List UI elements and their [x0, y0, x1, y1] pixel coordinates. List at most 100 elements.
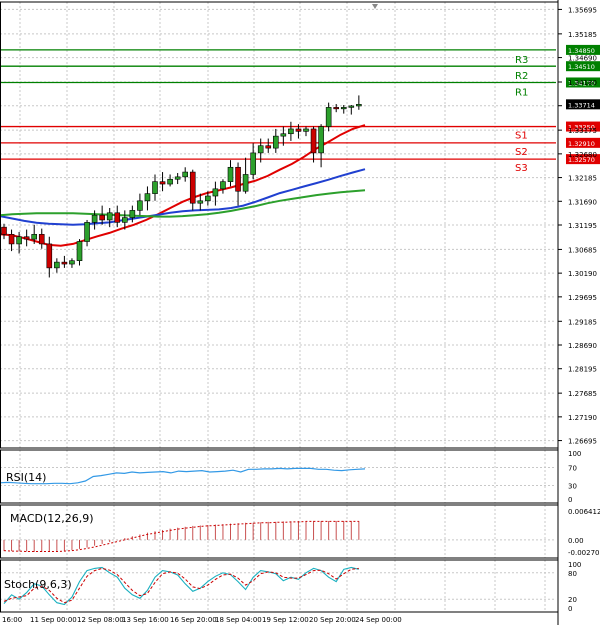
candle	[340, 104, 347, 114]
price-tick-label: 1.35695	[568, 6, 597, 14]
price-tick-label: 1.31690	[568, 198, 597, 206]
candle	[272, 128, 279, 153]
price-tick-label: 1.31195	[568, 222, 597, 230]
candle-body	[8, 234, 15, 245]
price-tick-label: 1.33175	[568, 127, 597, 135]
time-label: 16:00	[2, 616, 22, 624]
time-label: 19 Sep 12:00	[262, 616, 309, 624]
candle	[205, 191, 211, 206]
candle-body	[280, 133, 287, 137]
macd-tick-label: -0.002701	[568, 549, 600, 557]
moving-average-line	[0, 124, 366, 247]
candle	[1, 223, 7, 240]
candle	[16, 231, 22, 254]
candle	[38, 228, 45, 249]
candle	[137, 193, 143, 216]
candle-body	[137, 200, 143, 211]
candle	[122, 210, 128, 230]
rsi-tick-label: 30	[568, 483, 577, 491]
macd-label: MACD(12,26,9)	[10, 512, 94, 525]
candle-body	[220, 181, 226, 190]
candle-body	[54, 261, 60, 269]
candle	[257, 138, 264, 163]
candle-body	[318, 126, 324, 154]
candle-body	[242, 174, 249, 192]
stoch-tick-label: 80	[568, 570, 577, 578]
candle	[310, 126, 317, 163]
level-price-tag	[566, 61, 600, 72]
candle	[54, 258, 60, 273]
candle-body	[212, 188, 219, 197]
price-tick-label: 1.30685	[568, 246, 597, 254]
candle-body	[114, 212, 121, 223]
current-price-tag	[566, 99, 600, 110]
time-label: 24 Sep 00:00	[355, 616, 402, 624]
candle-body	[91, 214, 98, 223]
stoch-main-line	[3, 566, 359, 606]
candle-body	[69, 260, 75, 265]
current-price-label: 1.33714	[568, 101, 595, 109]
candle-body	[159, 181, 166, 185]
stoch-signal-line	[3, 567, 359, 604]
level-price-tag	[566, 121, 600, 132]
candle-body	[295, 128, 302, 132]
candle	[69, 258, 75, 268]
level-price-tag-label: 1.33250	[568, 124, 595, 132]
candle-body	[76, 241, 83, 261]
level-price-tag-label: 1.32570	[568, 156, 595, 164]
candle-body	[1, 226, 7, 235]
pane-frame	[0, 1, 559, 449]
candle	[295, 124, 302, 139]
candle	[182, 167, 188, 182]
pane-frame	[0, 559, 559, 613]
candle-body	[325, 107, 332, 127]
chart-shift-marker	[372, 4, 378, 9]
time-label: 13 Sep 16:00	[122, 616, 169, 624]
candle-body	[250, 152, 256, 175]
candle-body	[61, 261, 68, 265]
candle	[189, 169, 196, 211]
candle-body	[106, 212, 113, 221]
candle-body	[227, 166, 234, 182]
candle	[303, 126, 309, 137]
candle-body	[16, 236, 22, 245]
candle	[76, 239, 83, 266]
candle	[325, 102, 332, 132]
candle	[46, 236, 53, 278]
time-label: 16 Sep 20:00	[170, 616, 217, 624]
candles	[1, 95, 362, 278]
candle-body	[189, 171, 196, 204]
macd-pane: MACD(12,26,9) 0.006412 0.00 -0.002701	[0, 505, 600, 558]
candle-body	[257, 145, 264, 154]
price-tick-label: 1.26695	[568, 438, 597, 446]
candle	[23, 229, 30, 247]
rsi-tick-label: 70	[568, 465, 577, 473]
candle-body	[197, 200, 204, 204]
level-price-tag	[566, 44, 600, 55]
candle-body	[144, 193, 151, 202]
candle	[106, 207, 113, 228]
price-tick-label: 1.32185	[568, 175, 597, 183]
macd-tick-label: 0.00	[568, 537, 584, 545]
time-label: 12 Sep 08:00	[77, 616, 124, 624]
rsi-tick-label: 100	[568, 450, 581, 458]
candle-body	[122, 217, 128, 223]
candle-body	[174, 176, 181, 180]
candle-body	[265, 145, 272, 149]
candle-body	[38, 234, 45, 245]
candle-body	[152, 181, 158, 194]
price-tick-label: 1.32680	[568, 151, 597, 159]
candle	[227, 160, 234, 187]
moving-averages	[0, 124, 366, 247]
price-tick-label: 1.28195	[568, 366, 597, 374]
candle-body	[167, 178, 173, 185]
level-label-r3: R3	[515, 55, 528, 66]
price-tick-label: 1.30190	[568, 270, 597, 278]
moving-average-line	[0, 168, 366, 226]
candle	[144, 186, 151, 211]
candle	[114, 205, 121, 228]
candle	[99, 205, 105, 225]
